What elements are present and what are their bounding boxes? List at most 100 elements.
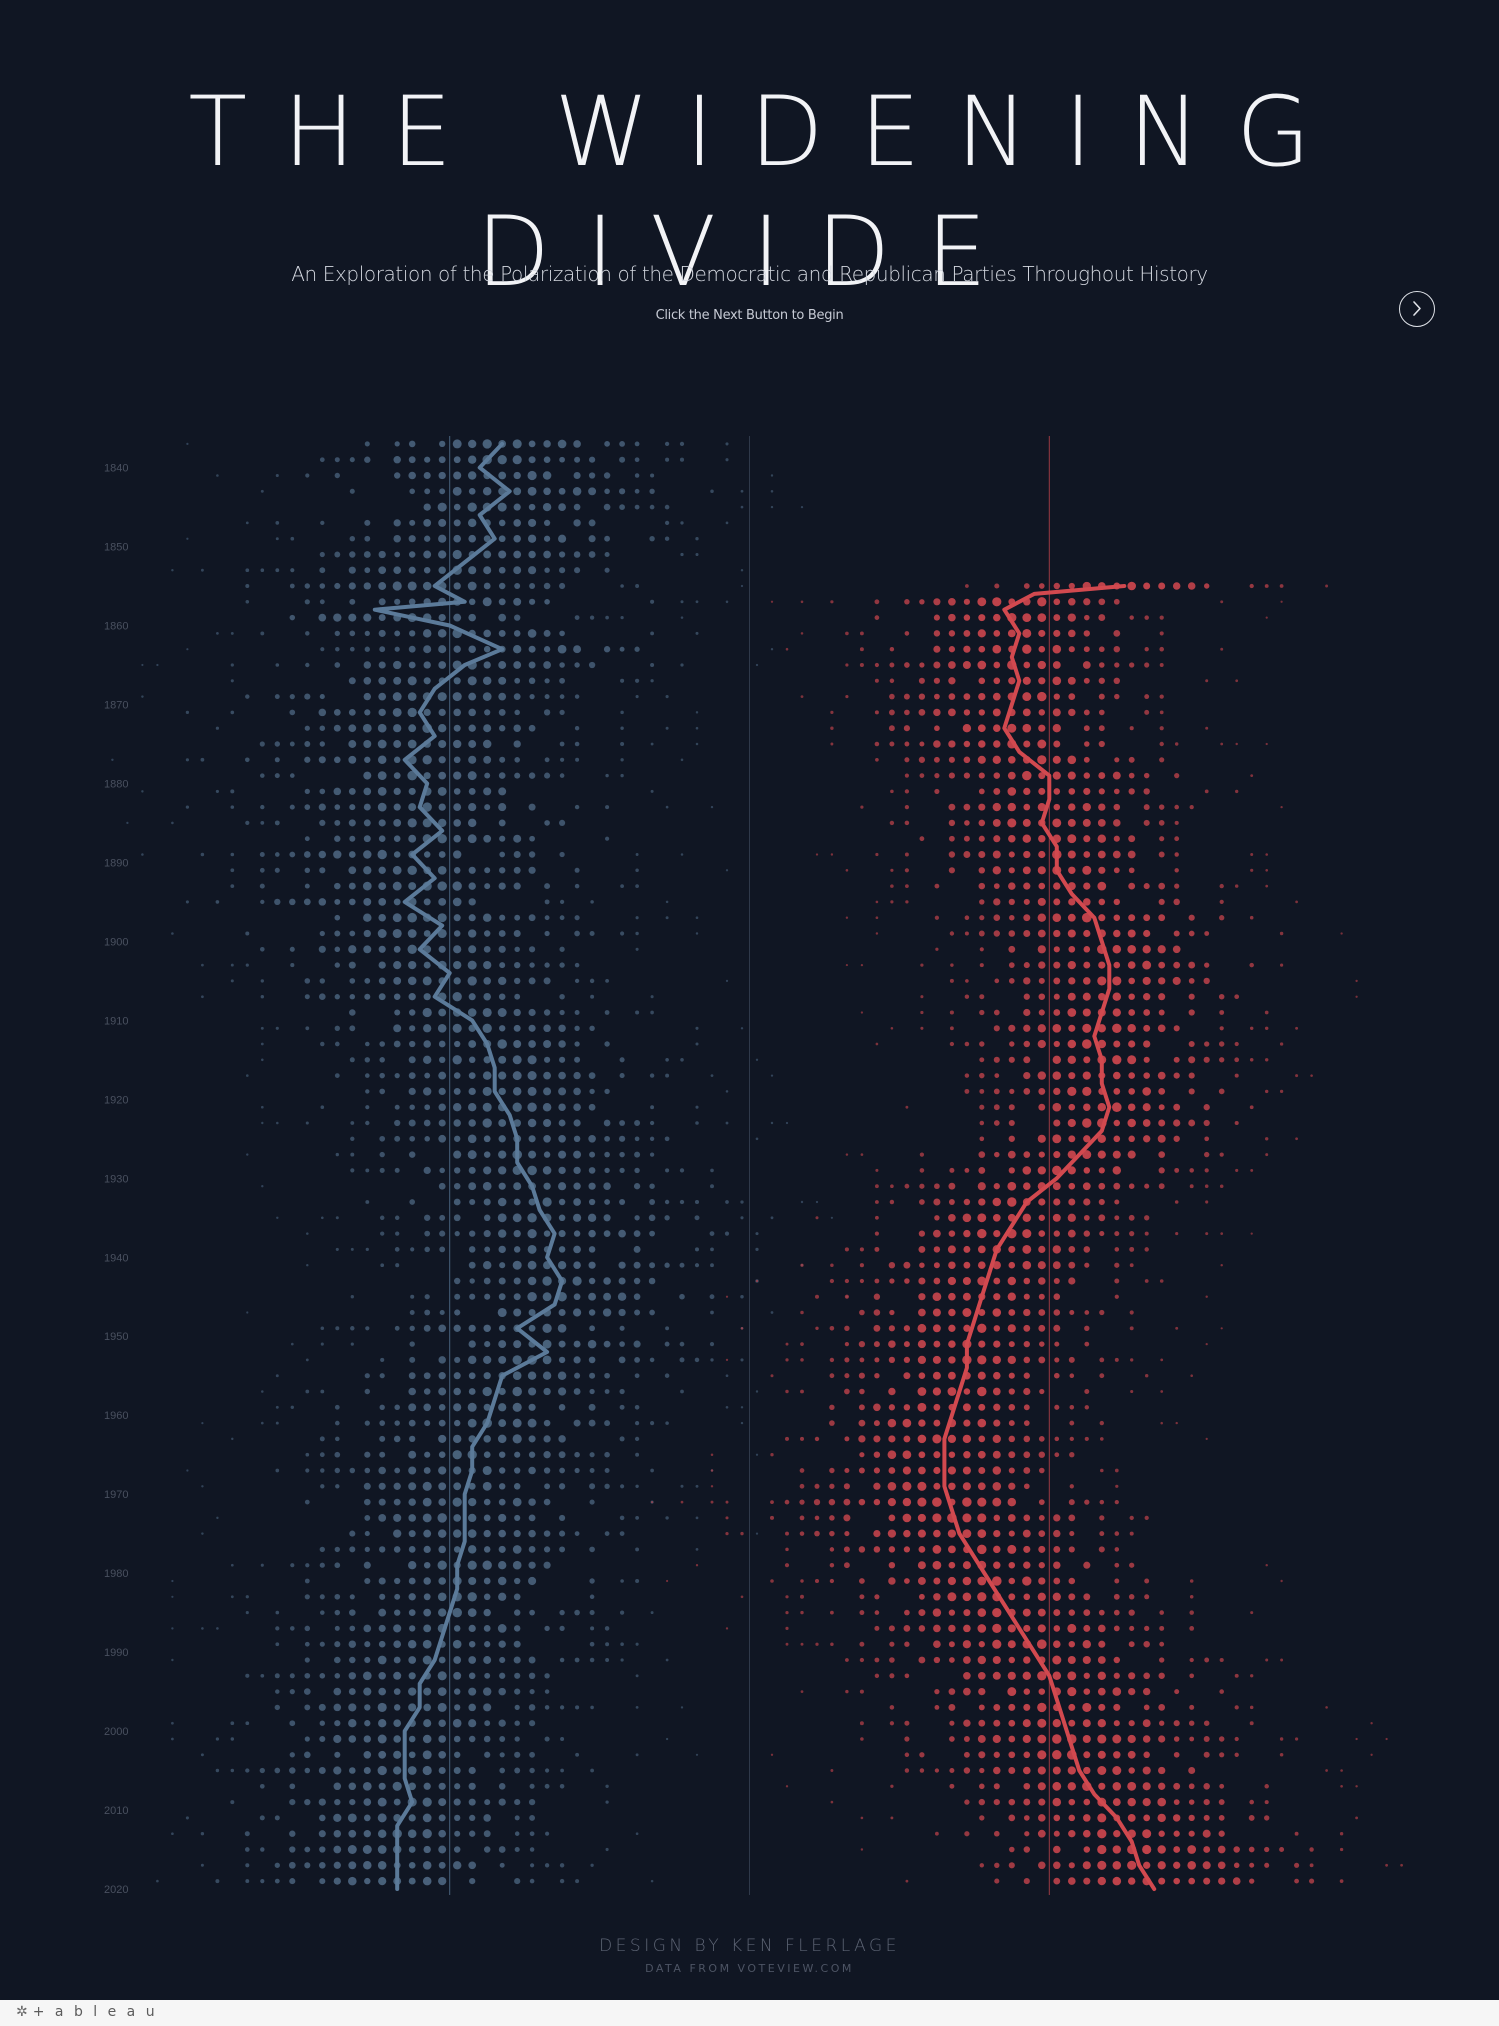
republican-member-dot — [1158, 1104, 1165, 1111]
democrat-member-dot — [334, 804, 341, 810]
democrat-member-dot — [528, 598, 536, 605]
democrat-member-dot — [483, 945, 491, 953]
democrat-member-dot — [201, 963, 204, 967]
democrat-member-dot — [453, 756, 461, 764]
republican-member-dot — [1068, 1609, 1076, 1616]
republican-member-dot — [1022, 1260, 1032, 1270]
democrat-member-dot — [334, 1041, 340, 1047]
republican-member-dot — [740, 1327, 744, 1330]
republican-member-dot — [992, 1623, 1002, 1634]
democrat-member-dot — [484, 1799, 491, 1806]
republican-member-dot — [845, 964, 848, 967]
democrat-member-dot — [513, 503, 521, 511]
democrat-member-dot — [349, 1625, 356, 1632]
republican-member-dot — [1128, 772, 1135, 779]
republican-member-dot — [873, 1341, 880, 1348]
republican-member-dot — [1068, 1798, 1076, 1806]
republican-member-dot — [874, 1357, 880, 1363]
republican-member-dot — [1067, 1782, 1077, 1791]
republican-member-dot — [978, 1641, 985, 1648]
democrat-member-dot — [469, 1877, 476, 1885]
democrat-member-dot — [392, 707, 402, 717]
republican-member-dot — [1053, 1545, 1061, 1553]
democrat-member-dot — [650, 1611, 654, 1615]
democrat-member-dot — [439, 440, 446, 448]
republican-member-dot — [934, 693, 940, 700]
democrat-member-dot — [378, 1782, 386, 1790]
democrat-member-dot — [588, 519, 596, 527]
republican-member-dot — [920, 963, 924, 967]
republican-member-dot — [1220, 742, 1224, 746]
democrat-member-dot — [559, 757, 565, 762]
republican-member-dot — [875, 1168, 879, 1172]
republican-member-dot — [845, 916, 849, 919]
republican-member-dot — [889, 820, 895, 826]
democrat-member-dot — [543, 456, 551, 464]
republican-member-dot — [1280, 963, 1284, 967]
democrat-member-dot — [603, 472, 611, 479]
democrat-member-dot — [453, 834, 461, 843]
democrat-member-dot — [408, 471, 416, 480]
republican-member-dot — [949, 1010, 954, 1015]
democrat-member-dot — [544, 1705, 550, 1710]
democrat-member-dot — [393, 1040, 401, 1048]
democrat-member-dot — [512, 1545, 522, 1554]
democrat-member-dot — [755, 1532, 759, 1535]
democrat-member-dot — [454, 1356, 461, 1363]
republican-member-dot — [947, 1576, 956, 1586]
republican-member-dot — [949, 835, 955, 842]
republican-member-dot — [829, 1578, 835, 1584]
democrat-member-dot — [319, 725, 326, 731]
republican-member-dot — [1188, 993, 1195, 1000]
republican-member-dot — [1023, 1340, 1030, 1348]
democrat-member-dot — [512, 1371, 522, 1380]
democrat-member-dot — [484, 1672, 491, 1679]
republican-member-dot — [1038, 787, 1046, 795]
democrat-member-dot — [483, 724, 492, 733]
democrat-member-dot — [393, 1719, 402, 1728]
republican-member-dot — [889, 1309, 895, 1316]
democrat-member-dot — [453, 1324, 461, 1332]
republican-member-dot — [994, 1073, 1000, 1078]
republican-member-dot — [1142, 1766, 1151, 1775]
democrat-member-dot — [527, 1213, 537, 1223]
republican-member-dot — [1173, 930, 1180, 937]
republican-member-dot — [962, 1592, 972, 1602]
republican-member-dot — [993, 724, 1001, 732]
republican-member-dot — [815, 1216, 819, 1220]
republican-member-dot — [1143, 914, 1151, 922]
democrat-member-dot — [246, 1153, 249, 1156]
republican-member-dot — [1083, 646, 1090, 653]
republican-member-dot — [1008, 1530, 1015, 1537]
democrat-member-dot — [423, 1024, 432, 1033]
republican-member-dot — [1142, 1735, 1151, 1743]
democrat-member-dot — [201, 568, 204, 572]
republican-member-dot — [977, 1513, 987, 1523]
tableau-logo-icon[interactable]: ✲ + a b l e a u — [16, 2004, 158, 2020]
democrat-member-dot — [512, 1071, 522, 1081]
democrat-member-dot — [620, 678, 625, 683]
republican-member-dot — [902, 1418, 912, 1428]
next-button[interactable] — [1399, 291, 1435, 327]
democrat-member-dot — [245, 1721, 250, 1726]
republican-member-dot — [948, 1199, 955, 1205]
democrat-member-dot — [305, 1468, 310, 1473]
democrat-member-dot — [423, 677, 431, 685]
republican-member-dot — [844, 1388, 850, 1395]
republican-member-dot — [918, 1277, 926, 1285]
republican-member-dot — [1052, 661, 1061, 669]
republican-member-dot — [1009, 1041, 1015, 1047]
republican-member-dot — [1159, 726, 1164, 731]
democrat-member-dot — [498, 772, 506, 779]
democrat-member-dot — [289, 1799, 296, 1806]
republican-member-dot — [962, 1497, 972, 1507]
republican-member-dot — [963, 772, 971, 779]
democrat-member-dot — [259, 1783, 265, 1789]
republican-member-dot — [962, 1213, 972, 1223]
democrat-member-dot — [349, 930, 356, 937]
democrat-member-dot — [468, 993, 476, 1001]
democrat-member-dot — [439, 1214, 446, 1221]
democrat-member-dot — [558, 1182, 567, 1191]
republican-member-dot — [1052, 1655, 1062, 1665]
republican-member-dot — [1024, 1831, 1030, 1837]
